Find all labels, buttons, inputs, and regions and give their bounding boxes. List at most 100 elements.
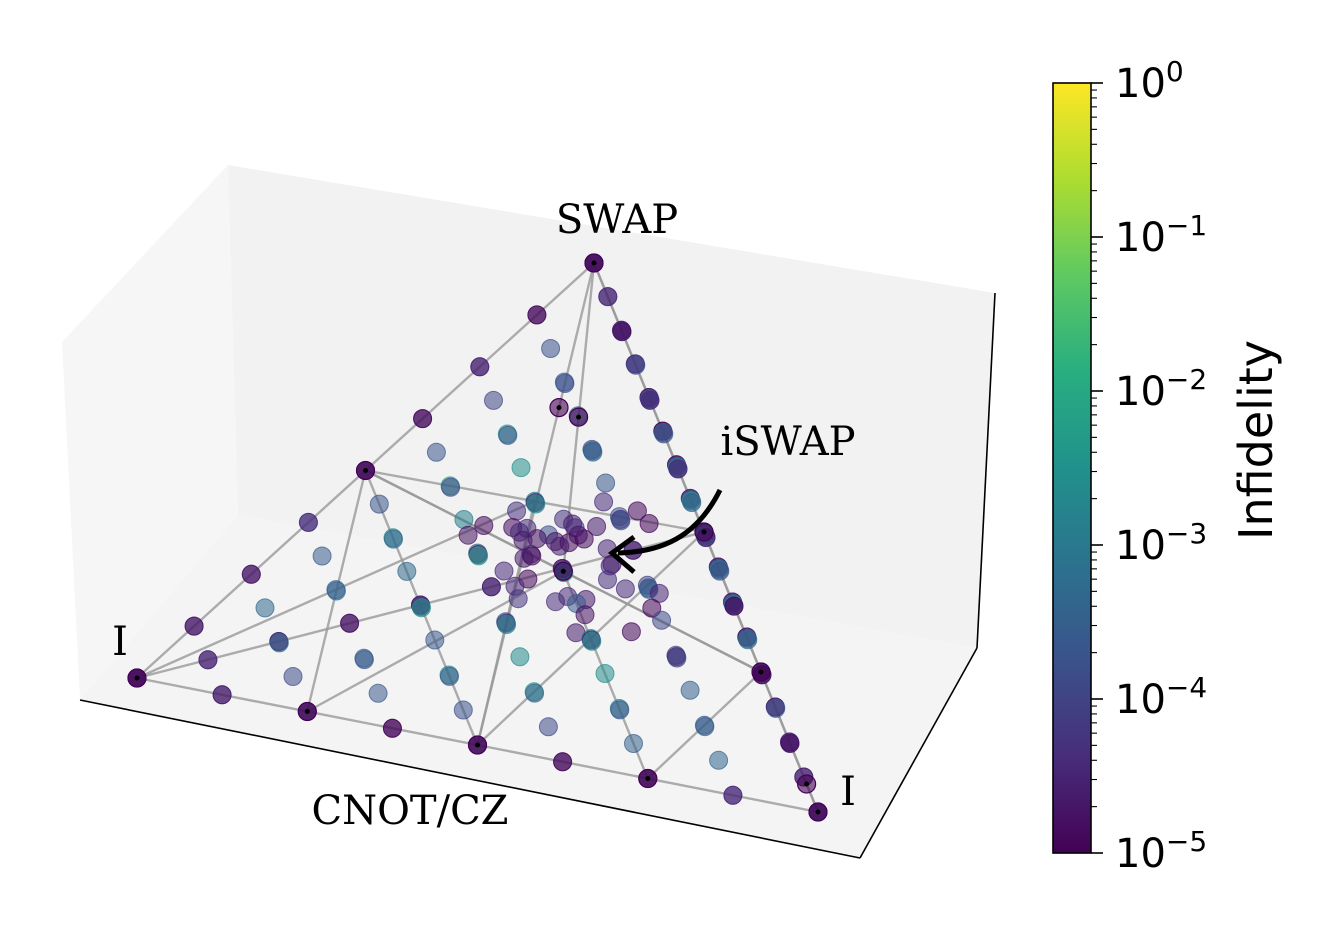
scatter-point (354, 650, 374, 670)
colorbar-tick-label: 10−1 (1115, 209, 1207, 261)
scatter-point (583, 442, 603, 462)
scatter-point (615, 579, 635, 599)
scatter-point (598, 287, 618, 307)
scatter-point (412, 598, 431, 618)
scatter-point (368, 683, 388, 703)
scatter-point (255, 598, 275, 618)
scatter-point (510, 647, 530, 667)
vertex-point-center (804, 781, 810, 787)
scatter-point (441, 477, 461, 497)
scatter-point (682, 493, 702, 512)
scatter-point (326, 581, 346, 601)
scatter-point (596, 473, 616, 493)
vertex-point-center (576, 414, 582, 420)
scatter-point (667, 648, 687, 668)
scatter-point (498, 425, 518, 445)
scatter-point (470, 357, 490, 377)
scatter-points (127, 253, 828, 822)
scatter-point (541, 339, 561, 358)
scatter-point (621, 622, 641, 642)
scatter-point (382, 718, 402, 738)
scatter-point (458, 525, 478, 545)
scatter-point (627, 501, 647, 521)
vertex-point-center (645, 776, 651, 781)
colorbar-tick-label: 10−4 (1115, 671, 1207, 723)
scatter-point (494, 561, 514, 581)
vertex-point-center (134, 675, 140, 681)
scatter-point (652, 610, 672, 630)
vertex-point-center (304, 709, 310, 714)
scatter-point (575, 605, 595, 625)
vertex-markers (127, 253, 828, 822)
scatter-point (594, 492, 614, 512)
scatter-point (454, 510, 474, 529)
vertex-point-center (560, 568, 566, 574)
scatter-point (511, 458, 531, 478)
scatter-point (474, 516, 494, 535)
scatter-point (626, 355, 646, 375)
colorbar-gradient (1052, 82, 1092, 854)
scatter-point (668, 459, 688, 479)
scatter-point (710, 561, 730, 581)
axis-edge-front (79, 699, 861, 859)
vertex-point-center (815, 809, 821, 815)
scatter-point (595, 664, 615, 683)
scatter-point (425, 630, 445, 650)
scatter-point (582, 631, 602, 651)
label-cnot-cz: CNOT/CZ (312, 788, 509, 834)
scatter-point (724, 596, 744, 616)
label-identity-left: I (112, 619, 128, 665)
axis-edge-vertical (976, 292, 996, 649)
scatter-point (298, 512, 318, 532)
scatter-point (481, 577, 501, 597)
scatter-point (550, 536, 570, 556)
colorbar-ticks: 100 10−1 10−2 10−3 10−4 10−5 (1091, 55, 1207, 877)
scatter-point (397, 561, 417, 581)
label-identity-right: I (840, 769, 856, 815)
vertex-point-center (701, 529, 707, 535)
back-pane (228, 165, 995, 648)
left-pane (62, 165, 238, 700)
label-iswap: iSWAP (720, 419, 855, 465)
vertex-point-center (556, 405, 562, 411)
scatter-point (598, 570, 617, 590)
scatter-point (780, 733, 800, 753)
scatter-point (680, 680, 700, 700)
colorbar: 100 10−1 10−2 10−3 10−4 10−5 Infidelity (1052, 55, 1283, 877)
scatter-point (514, 548, 534, 568)
scatter-point (555, 374, 575, 393)
scatter-point (440, 666, 459, 686)
scatter-point (610, 700, 630, 720)
scatter-point (723, 785, 743, 805)
vertex-point-center (758, 669, 764, 675)
axis-edge-right-floor (859, 647, 978, 859)
scatter-point (546, 592, 565, 612)
scatter-point (507, 501, 527, 521)
scatter-point (611, 511, 631, 531)
colorbar-tick-label: 10−2 (1115, 363, 1207, 415)
scatter-point (525, 683, 545, 703)
scatter-point (241, 564, 261, 584)
vertex-point-center (363, 468, 368, 473)
scatter-point (526, 494, 546, 514)
vertex-point-center (475, 742, 480, 748)
colorbar-tick-label: 10−3 (1115, 517, 1207, 569)
iswap-arrow (607, 488, 723, 574)
scatter-point (369, 494, 389, 514)
vertex-point-center (591, 260, 597, 266)
scatter-point (426, 442, 446, 462)
scatter-point (695, 717, 715, 737)
colorbar-label: Infidelity (1229, 340, 1283, 540)
scatter-point (212, 685, 232, 705)
scatter-point (654, 424, 674, 444)
scatter-point (413, 409, 433, 429)
scatter-point (508, 589, 528, 609)
scatter-point (453, 700, 473, 720)
scatter-point (587, 517, 607, 536)
scatter-point (553, 752, 573, 772)
scatter-point (184, 616, 204, 636)
colorbar-tick-label: 10−5 (1115, 825, 1207, 877)
scatter-point (497, 615, 517, 634)
colorbar-tick-label: 100 (1115, 55, 1184, 107)
